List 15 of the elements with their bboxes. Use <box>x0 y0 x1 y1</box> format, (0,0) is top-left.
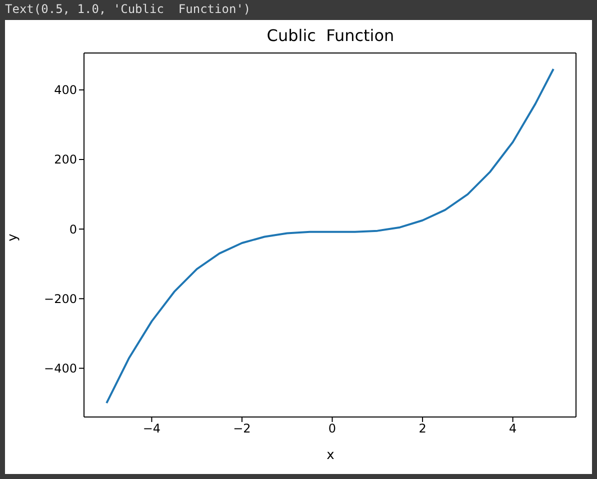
y-tick-label: −400 <box>44 362 77 376</box>
line-series <box>106 68 554 404</box>
chart-title: Cublic Function <box>266 26 396 45</box>
x-axis-title: x <box>326 448 336 463</box>
x-tick-label: −2 <box>233 422 251 436</box>
y-tick-label: 400 <box>54 83 77 98</box>
y-axis-title: y <box>5 234 20 242</box>
x-tick-label: 4 <box>508 422 517 436</box>
x-tick-label: 0 <box>328 422 336 436</box>
y-tick-label: −200 <box>44 292 77 306</box>
x-tick-label: 2 <box>418 422 426 436</box>
y-tick-label: 200 <box>54 152 77 167</box>
x-tick-label: −4 <box>142 422 161 436</box>
text: Text(0.5, 1.0, 'Cublic Function') <box>5 2 251 16</box>
y-tick-label: 0 <box>69 222 77 236</box>
